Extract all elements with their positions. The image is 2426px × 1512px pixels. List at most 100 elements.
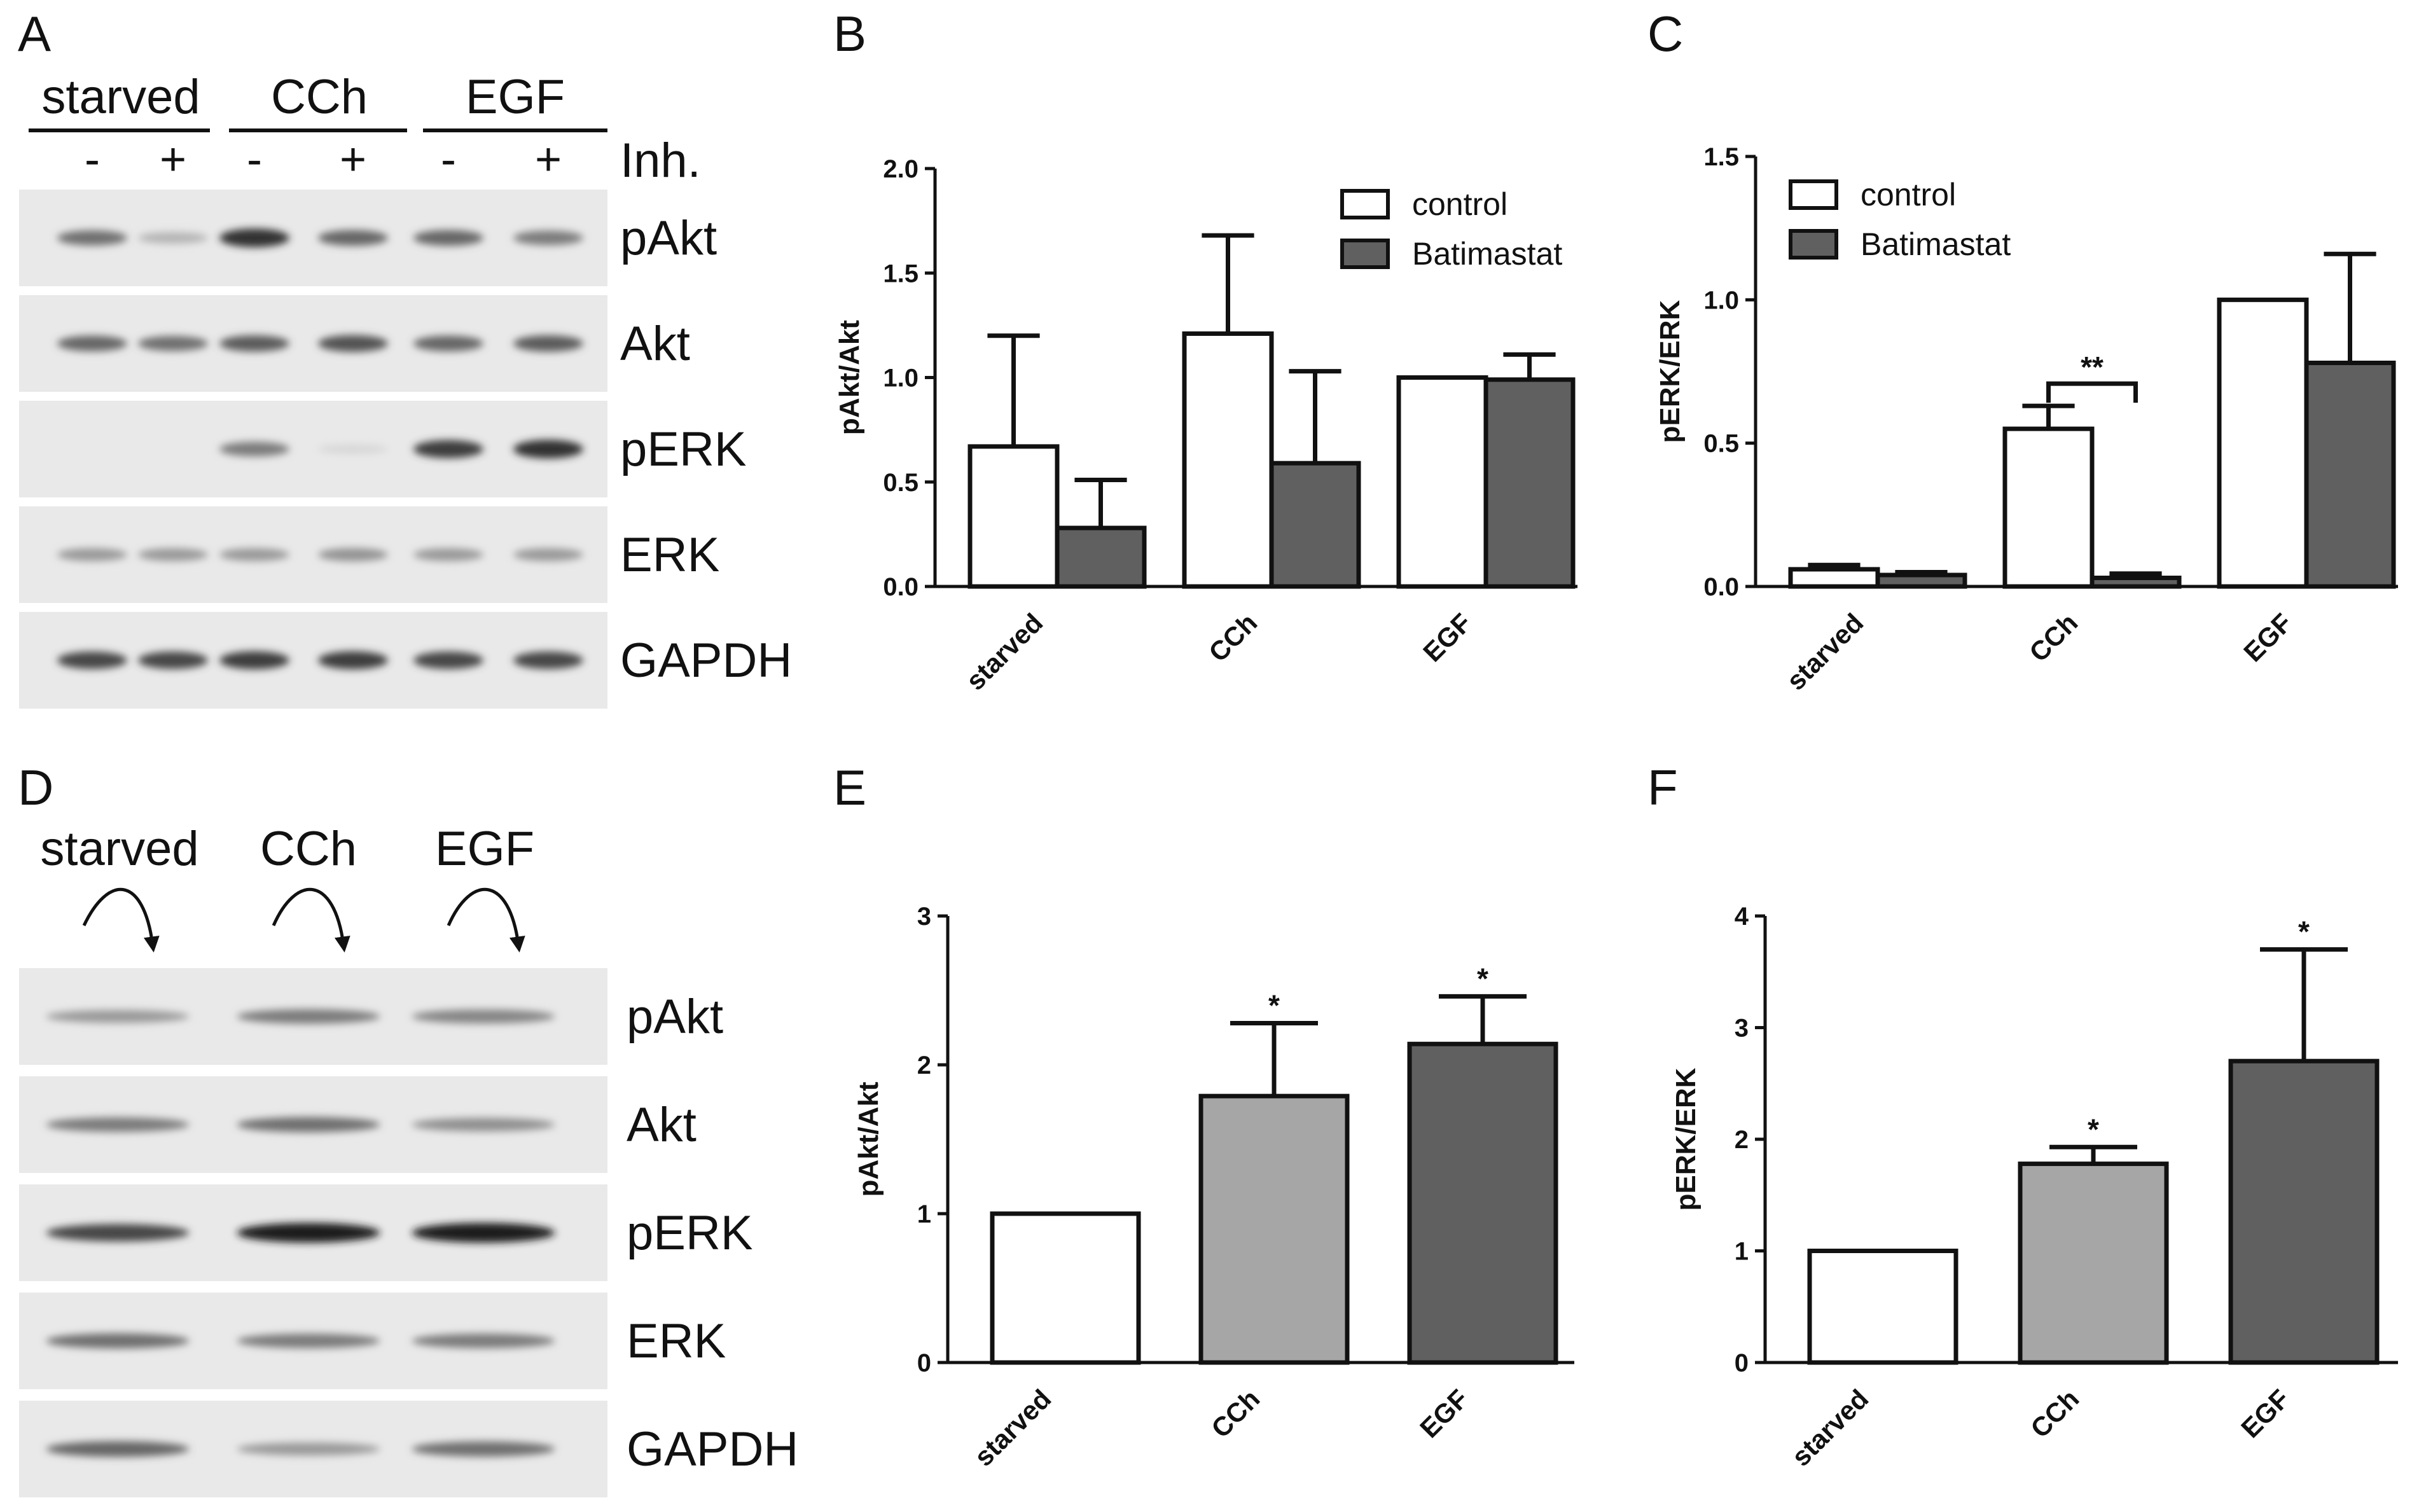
chart-f-y-tick-label: 0: [1735, 1349, 1749, 1377]
blot-d-band: [46, 1009, 190, 1023]
blot-a-row-label: pERK: [620, 422, 747, 476]
blot-a-band: [219, 335, 289, 352]
panel-label-c: C: [1647, 6, 1683, 62]
blot-d: pAkt Akt pERK ERK GAPDH: [19, 968, 798, 1497]
chart-e-y-tick-label: 0: [917, 1349, 931, 1377]
blot-d-band: [412, 1118, 555, 1132]
chart-e-significance-marker: *: [1477, 962, 1488, 995]
blot-a-band: [318, 548, 388, 562]
blot-d-band: [237, 1442, 380, 1456]
chart-e-category-label: starved: [968, 1384, 1057, 1472]
chart-c-y-tick-label: 1.0: [1703, 286, 1739, 314]
chart-f-y-tick-label: 1: [1735, 1238, 1749, 1266]
chart-f-category-label: EGF: [2235, 1384, 2295, 1443]
blot-a-band: [513, 230, 583, 246]
chart-b-category-label: EGF: [1417, 607, 1477, 667]
blot-d-band: [237, 1009, 380, 1024]
blot-a-band: [318, 335, 388, 352]
blot-a-group-starved: starved: [41, 70, 200, 124]
blot-a-group-egf: EGF: [466, 70, 565, 124]
chart-c-bar: [2090, 575, 2182, 589]
blot-d-band: [412, 1333, 555, 1349]
chart-c-legend-swatch: [1789, 229, 1838, 260]
chart-e-category-label: EGF: [1414, 1384, 1474, 1443]
chart-f-y-label: pERK/ERK: [1670, 1067, 1702, 1210]
chart-b-bar: [967, 444, 1060, 589]
blot-d-row-label: pERK: [627, 1206, 753, 1260]
blot-d-band: [412, 1009, 555, 1024]
chart-e-y-tick-label: 3: [917, 903, 931, 931]
blot-d-band: [237, 1223, 380, 1243]
chart-e-category-label: CCh: [1205, 1384, 1265, 1443]
blot-a-band: [513, 548, 583, 562]
chart-e: 0 1 2 3 pAkt/Akt starved CCh EGF * *: [853, 903, 1574, 1472]
panel-label-a: A: [18, 6, 51, 62]
chart-c-bar: [1788, 567, 1880, 589]
chart-e-y-tick-label: 2: [917, 1051, 931, 1079]
blot-d-row-label: pAkt: [627, 990, 723, 1044]
blot-d-band: [46, 1441, 190, 1457]
blot-d-row-label: ERK: [627, 1314, 726, 1368]
blot-a-row-label: Akt: [620, 317, 690, 371]
blot-a-sign-4: +: [340, 134, 366, 185]
blot-a-band: [219, 548, 289, 562]
blot-a-band: [219, 651, 289, 670]
blot-a-band: [513, 440, 583, 459]
blot-a-row-label: pAkt: [620, 211, 717, 265]
arrow-cch: [272, 887, 350, 953]
chart-c-y-tick-label: 0.5: [1703, 430, 1739, 458]
chart-f-significance-marker: *: [2298, 915, 2310, 948]
chart-c-bar: [2002, 426, 2095, 589]
blot-a-row-label: GAPDH: [620, 634, 792, 688]
blot-a-header: starved CCh EGF - + - + - + Inh.: [29, 70, 701, 188]
blot-a-band: [57, 548, 127, 562]
blot-a-group-cch: CCh: [271, 70, 368, 124]
chart-f-significance-marker: *: [2088, 1113, 2099, 1146]
chart-e-significance-marker: *: [1268, 988, 1280, 1022]
chart-c-bar: [2217, 297, 2309, 589]
chart-b-legend-swatch: [1340, 189, 1390, 219]
chart-b: 0.0 0.5 1.0 1.5 2.0 pAkt/Akt starved CCh EGF cont…: [834, 155, 1577, 696]
blot-d-group-egf: EGF: [435, 822, 534, 876]
chart-b-category-label: CCh: [1203, 607, 1263, 667]
blot-a-band: [413, 548, 483, 562]
chart-b-y-tick-label: 2.0: [883, 155, 918, 183]
chart-f-category-label: CCh: [2025, 1384, 2084, 1443]
blot-a-band: [219, 228, 289, 247]
blot-a-band: [138, 232, 208, 244]
blot-a-band: [318, 444, 388, 454]
chart-c-y-label: pERK/ERK: [1654, 300, 1686, 443]
blot-a-band: [57, 335, 127, 352]
blot-d-group-starved: starved: [40, 822, 198, 876]
chart-b-y-tick-label: 0.5: [883, 469, 918, 497]
chart-b-legend-swatch: [1340, 239, 1390, 269]
blot-d-band: [237, 1117, 380, 1132]
arrow-egf: [447, 887, 525, 953]
chart-c-category-label: starved: [1780, 607, 1869, 696]
chart-c-significance-marker: **: [2081, 350, 2104, 384]
blot-a-sign-6: +: [535, 134, 562, 185]
blot-a-band: [57, 230, 127, 246]
blot-d-band: [46, 1117, 190, 1132]
chart-b-y-tick-label: 1.5: [883, 260, 918, 288]
panel-label-f: F: [1647, 759, 1678, 815]
arrow-starved: [82, 887, 160, 953]
blot-a-band: [513, 651, 583, 669]
chart-f-category-label: starved: [1785, 1384, 1874, 1472]
chart-c-legend-label: control: [1861, 177, 1956, 212]
chart-f: 0 1 2 3 4 pERK/ERK starved CCh EGF * *: [1670, 903, 2398, 1472]
blot-a-band: [57, 651, 127, 669]
chart-c-y-tick-label: 0.0: [1703, 573, 1739, 601]
chart-f-y-tick-label: 2: [1735, 1126, 1749, 1154]
chart-b-legend-label: control: [1412, 186, 1508, 222]
blot-a-sign-3: -: [247, 134, 262, 185]
blot-d-row-label: GAPDH: [627, 1422, 798, 1476]
chart-e-bar: [1407, 1041, 1558, 1365]
chart-c: 0.0 0.5 1.0 1.5 pERK/ERK starved CCh EGF ** contr…: [1654, 143, 2398, 696]
chart-c-bar: [1875, 572, 1967, 589]
chart-f-bar: [1807, 1249, 1958, 1365]
chart-f-bar: [2018, 1162, 2169, 1365]
chart-c-category-label: EGF: [2238, 607, 2298, 667]
chart-b-bar: [1396, 375, 1488, 589]
chart-b-y-tick-label: 1.0: [883, 364, 918, 392]
